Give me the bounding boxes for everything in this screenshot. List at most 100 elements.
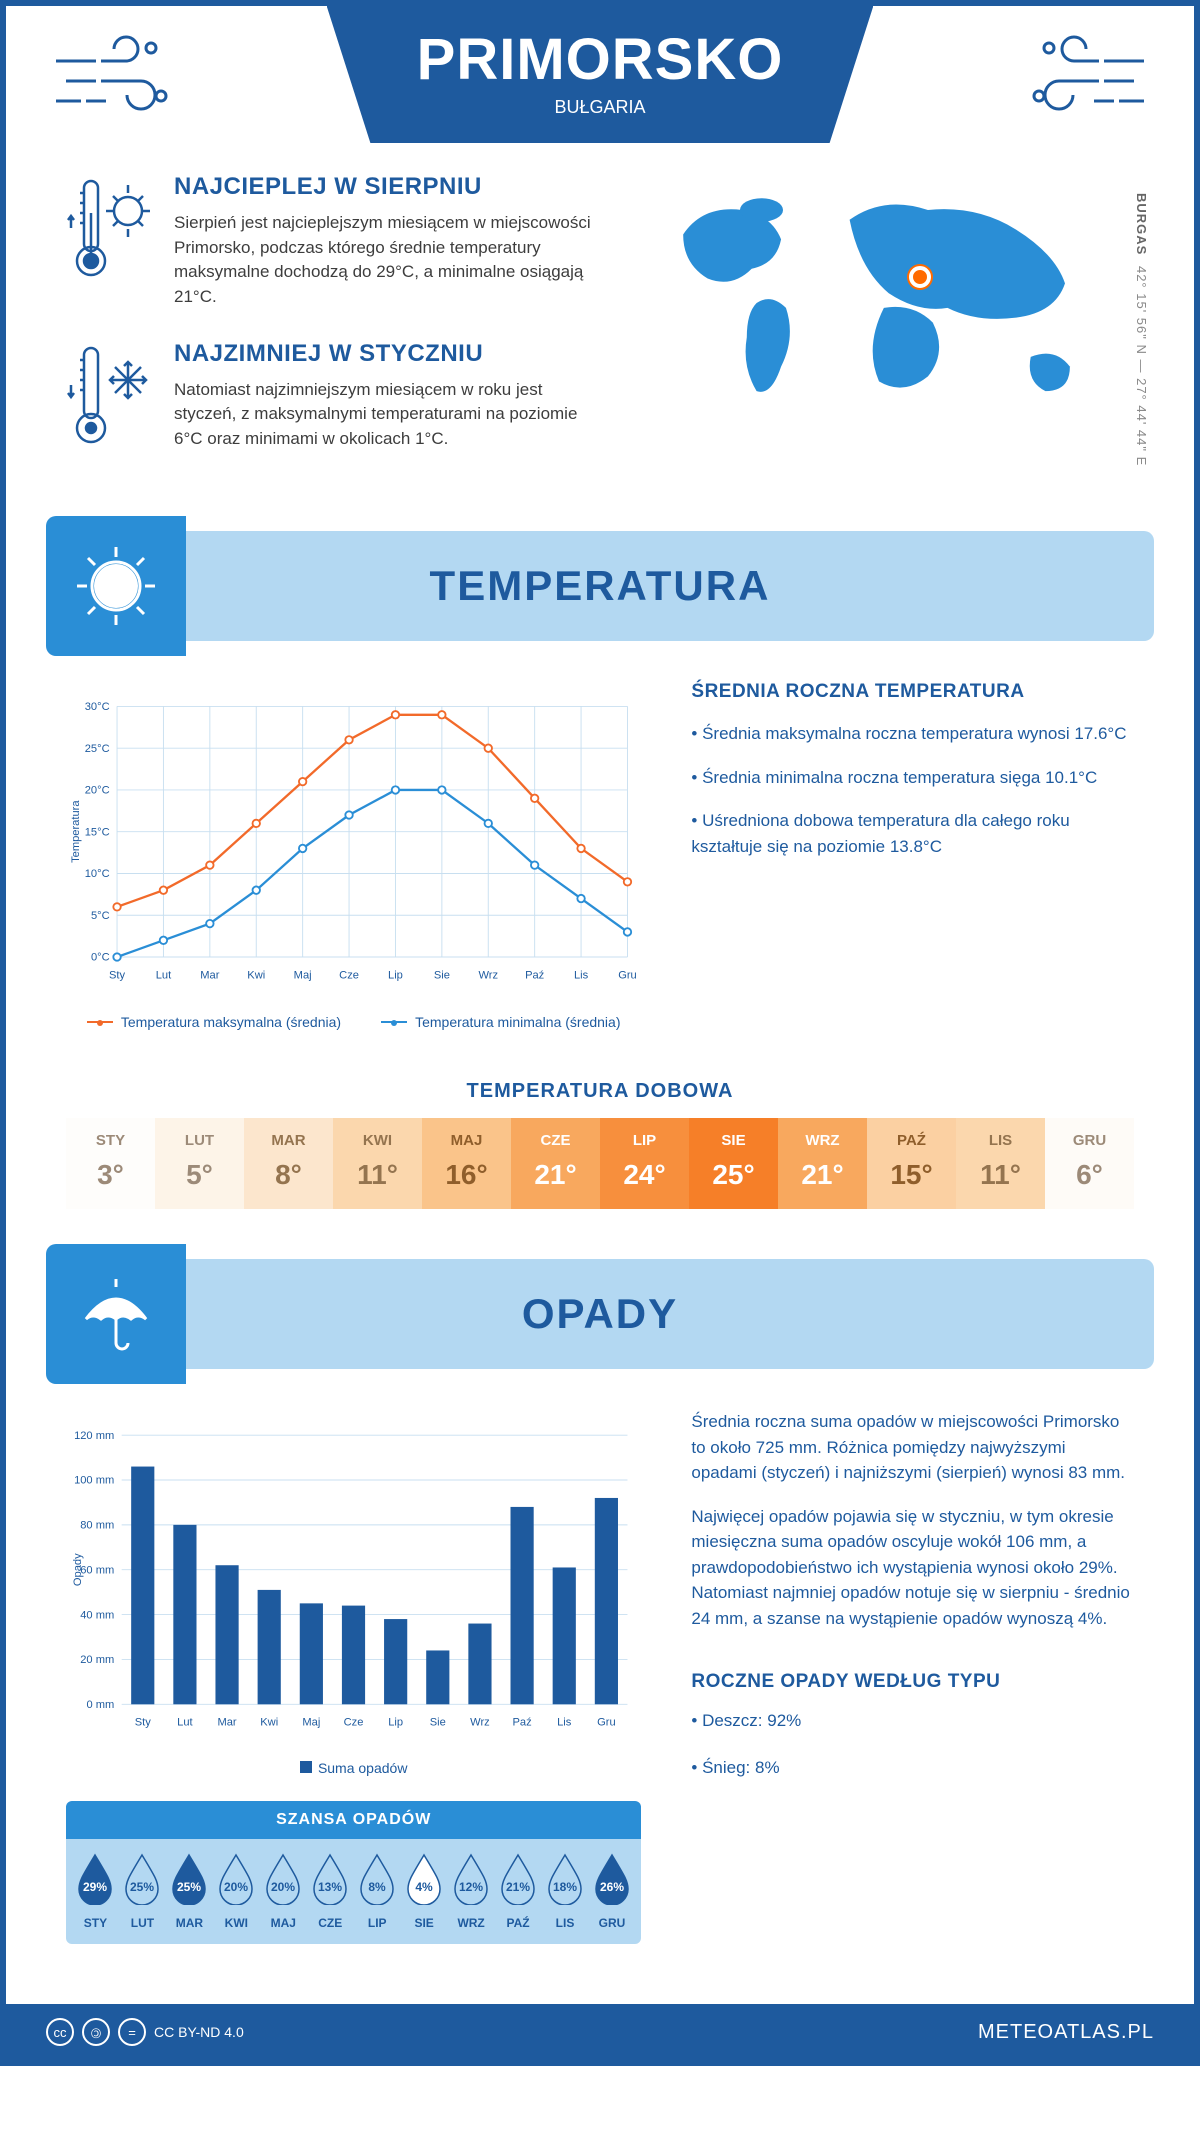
header: PRIMORSKO BUŁGARIA <box>6 6 1194 143</box>
daily-cell: CZE 21° <box>511 1118 600 1209</box>
svg-text:Lut: Lut <box>156 970 172 982</box>
footer-brand: METEOATLAS.PL <box>978 2021 1154 2044</box>
chance-drop: 18% LIS <box>544 1853 587 1930</box>
temp-chart-column: 0°C5°C10°C15°C20°C25°C30°CStyLutMarKwiMa… <box>66 681 641 1030</box>
chance-drop: 8% LIP <box>356 1853 399 1930</box>
svg-text:Cze: Cze <box>339 970 359 982</box>
svg-text:Gru: Gru <box>618 970 637 982</box>
region-label: BURGAS <box>1134 193 1149 255</box>
chance-drop: 12% WRZ <box>450 1853 493 1930</box>
svg-text:60 mm: 60 mm <box>80 1565 114 1577</box>
banner-temperature: TEMPERATURA <box>46 531 1154 641</box>
precip-content: 0 mm20 mm40 mm60 mm80 mm100 mm120 mmOpad… <box>6 1389 1194 1964</box>
svg-text:120 mm: 120 mm <box>74 1430 114 1442</box>
map-column: BURGAS 42° 15' 56" N — 27° 44' 44" E <box>644 173 1134 481</box>
svg-text:Sie: Sie <box>430 1717 446 1729</box>
svg-text:12%: 12% <box>459 1880 483 1894</box>
precip-by-type: ROCZNE OPADY WEDŁUG TYPU • Deszcz: 92% •… <box>691 1671 1134 1783</box>
country-name: BUŁGARIA <box>417 97 784 118</box>
svg-text:8%: 8% <box>369 1880 387 1894</box>
svg-text:26%: 26% <box>600 1880 624 1894</box>
chance-drop: 26% GRU <box>590 1853 633 1930</box>
fact-hottest: NAJCIEPLEJ W SIERPNIU Sierpień jest najc… <box>66 173 604 310</box>
chance-drop: 4% SIE <box>403 1853 446 1930</box>
svg-text:Wrz: Wrz <box>478 970 498 982</box>
by-type-heading: ROCZNE OPADY WEDŁUG TYPU <box>691 1671 1134 1693</box>
daily-temp-table: STY 3° LUT 5° MAR 8° KWI 11° MAJ 16° CZE… <box>66 1118 1134 1209</box>
license-block: cc 🄯 = CC BY-ND 4.0 <box>46 2018 244 2046</box>
svg-text:100 mm: 100 mm <box>74 1475 114 1487</box>
fact-cold-title: NAJZIMNIEJ W STYCZNIU <box>174 340 604 368</box>
title-banner: PRIMORSKO BUŁGARIA <box>327 6 874 143</box>
svg-text:Sty: Sty <box>135 1717 152 1729</box>
precip-chart-column: 0 mm20 mm40 mm60 mm80 mm100 mm120 mmOpad… <box>66 1409 641 1944</box>
temperature-title: TEMPERATURA <box>186 562 1154 610</box>
temp-info-b3: • Uśredniona dobowa temperatura dla całe… <box>691 808 1134 859</box>
daily-cell: LUT 5° <box>155 1118 244 1209</box>
daily-cell: LIP 24° <box>600 1118 689 1209</box>
svg-text:21%: 21% <box>506 1880 530 1894</box>
daily-cell: MAR 8° <box>244 1118 333 1209</box>
chance-drop: 20% KWI <box>215 1853 258 1930</box>
chance-drop: 13% CZE <box>309 1853 352 1930</box>
svg-text:25%: 25% <box>130 1880 154 1894</box>
daily-cell: GRU 6° <box>1045 1118 1134 1209</box>
svg-text:0°C: 0°C <box>91 952 110 964</box>
banner-precip: OPADY <box>46 1259 1154 1369</box>
svg-text:Lis: Lis <box>574 970 589 982</box>
chance-drop: 25% MAR <box>168 1853 211 1930</box>
svg-text:Mar: Mar <box>200 970 219 982</box>
chance-drop: 25% LUT <box>121 1853 164 1930</box>
wind-icon-right <box>1014 26 1154 126</box>
svg-text:0 mm: 0 mm <box>86 1699 114 1711</box>
svg-text:Kwi: Kwi <box>247 970 265 982</box>
footer: cc 🄯 = CC BY-ND 4.0 METEOATLAS.PL <box>6 2004 1194 2060</box>
svg-text:Maj: Maj <box>302 1717 320 1729</box>
daily-cell: SIE 25° <box>689 1118 778 1209</box>
daily-cell: KWI 11° <box>333 1118 422 1209</box>
svg-text:Temperatura: Temperatura <box>70 800 82 863</box>
svg-text:Lis: Lis <box>557 1717 572 1729</box>
temperature-line-chart: 0°C5°C10°C15°C20°C25°C30°CStyLutMarKwiMa… <box>66 681 641 1001</box>
coordinates: BURGAS 42° 15' 56" N — 27° 44' 44" E <box>1134 193 1149 466</box>
svg-text:13%: 13% <box>318 1880 342 1894</box>
chance-row: 29% STY 25% LUT 25% MAR 20% KWI <box>66 1839 641 1944</box>
daily-cell: STY 3° <box>66 1118 155 1209</box>
svg-text:20 mm: 20 mm <box>80 1655 114 1667</box>
svg-text:Cze: Cze <box>344 1717 364 1729</box>
fact-cold-body: NAJZIMNIEJ W STYCZNIU Natomiast najzimni… <box>174 340 604 452</box>
precip-text2: Najwięcej opadów pojawia się w styczniu,… <box>691 1504 1134 1632</box>
svg-text:Wrz: Wrz <box>470 1717 490 1729</box>
temp-legend: Temperatura maksymalna (średnia) Tempera… <box>66 1014 641 1030</box>
svg-text:10°C: 10°C <box>85 869 110 881</box>
svg-text:18%: 18% <box>553 1880 577 1894</box>
license-text: CC BY-ND 4.0 <box>154 2024 244 2040</box>
chance-drop: 21% PAŹ <box>497 1853 540 1930</box>
fact-cold-text: Natomiast najzimniejszym miesiącem w rok… <box>174 378 604 452</box>
precip-info: Średnia roczna suma opadów w miejscowośc… <box>691 1409 1134 1944</box>
svg-text:25°C: 25°C <box>85 743 110 755</box>
precip-text1: Średnia roczna suma opadów w miejscowośc… <box>691 1409 1134 1486</box>
fact-hot-title: NAJCIEPLEJ W SIERPNIU <box>174 173 604 201</box>
infographic-page: PRIMORSKO BUŁGARIA <box>0 0 1200 2066</box>
thermometer-sun-icon <box>66 173 156 283</box>
coords-value: 42° 15' 56" N — 27° 44' 44" E <box>1134 266 1149 466</box>
svg-text:4%: 4% <box>415 1880 433 1894</box>
fact-hot-text: Sierpień jest najcieplejszym miesiącem w… <box>174 211 604 310</box>
wind-icon-left <box>46 26 186 126</box>
svg-text:Lip: Lip <box>388 1717 403 1729</box>
svg-text:Paź: Paź <box>513 1717 533 1729</box>
svg-text:Lip: Lip <box>388 970 403 982</box>
location-pin <box>909 266 931 288</box>
svg-text:20°C: 20°C <box>85 785 110 797</box>
thermometer-snow-icon <box>66 340 156 450</box>
daily-cell: MAJ 16° <box>422 1118 511 1209</box>
by-type-l1: • Deszcz: 92% <box>691 1707 1134 1736</box>
svg-text:80 mm: 80 mm <box>80 1520 114 1532</box>
precip-legend: Suma opadów <box>66 1760 641 1776</box>
svg-text:Sie: Sie <box>434 970 450 982</box>
umbrella-icon <box>46 1244 186 1384</box>
legend-max: Temperatura maksymalna (średnia) <box>87 1014 341 1030</box>
temp-info-heading: ŚREDNIA ROCZNA TEMPERATURA <box>691 681 1134 703</box>
temperature-content: 0°C5°C10°C15°C20°C25°C30°CStyLutMarKwiMa… <box>6 661 1194 1050</box>
